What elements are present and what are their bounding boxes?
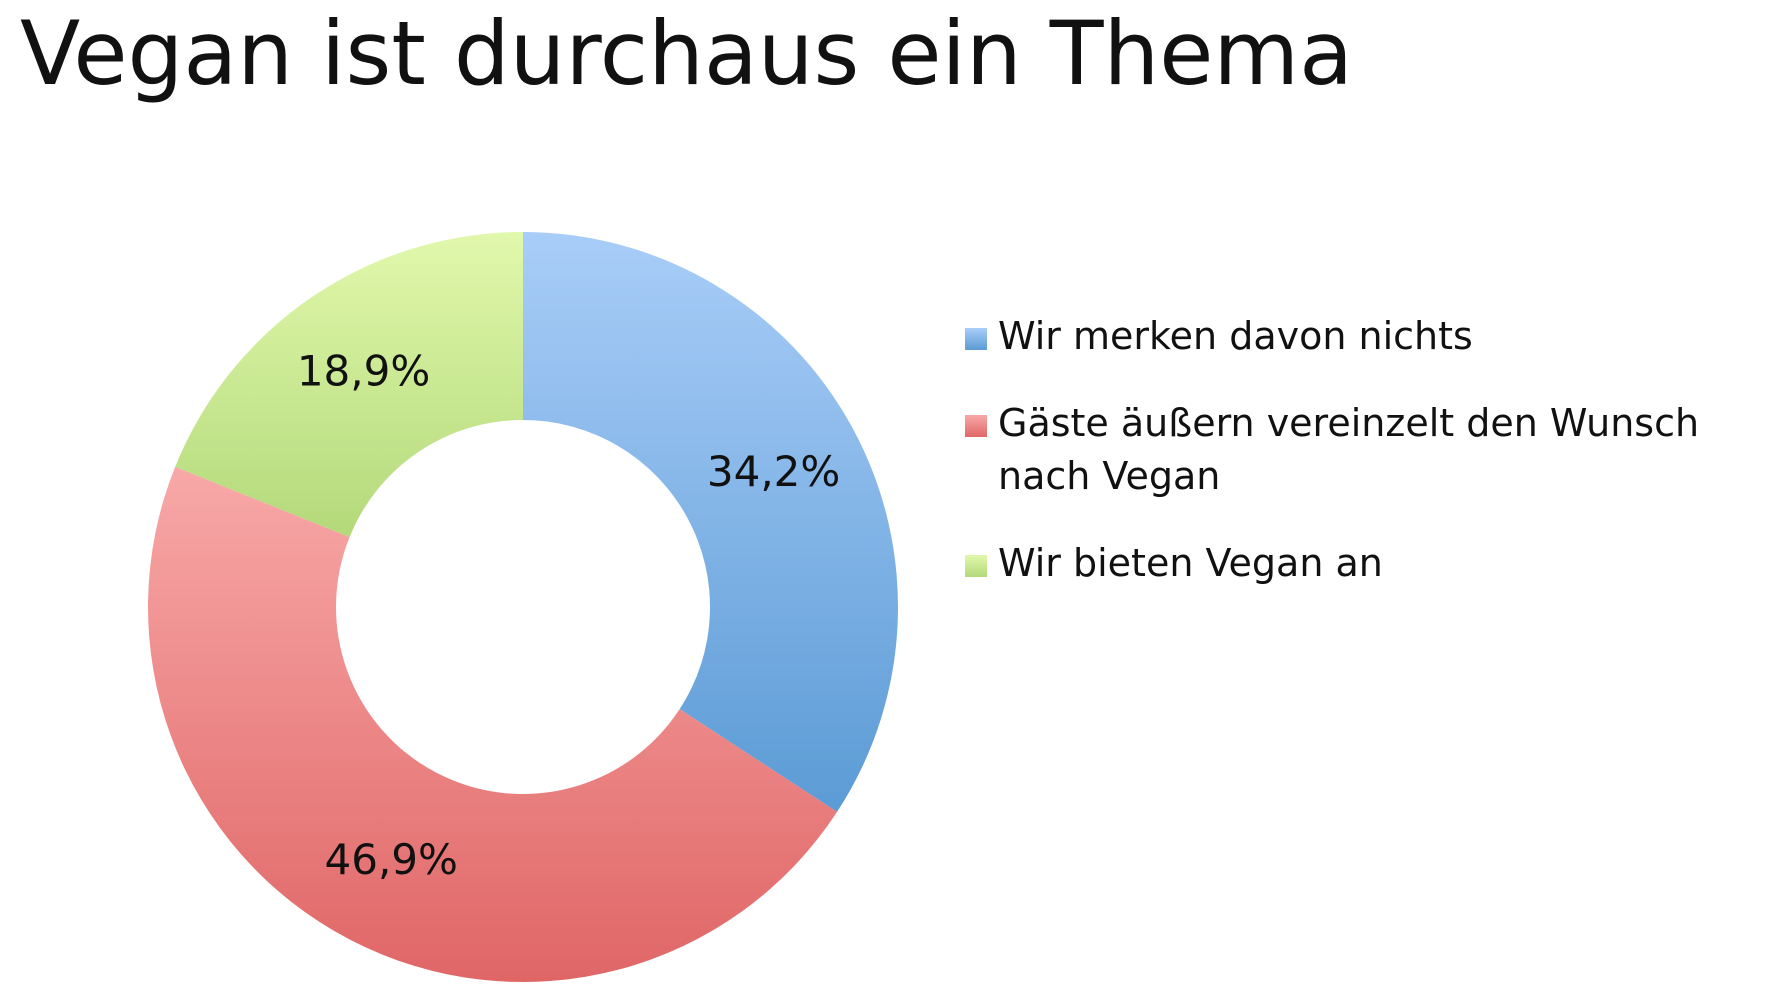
legend-label: Wir merken davon nichts: [998, 314, 1473, 358]
legend-swatch-green: [965, 555, 987, 577]
legend: Wir merken davon nichts Gäste äußern ver…: [965, 310, 1775, 624]
data-label-gaeste-aeussern-wunsch: 46,9%: [325, 835, 458, 884]
donut-slice-gaeste-aeussern-wunsch: [148, 466, 838, 982]
donut-slice-wir-merken-davon-nichts: [523, 232, 898, 812]
legend-item-wir-merken-davon-nichts: Wir merken davon nichts: [965, 310, 1775, 363]
legend-item-wir-bieten-vegan-an: Wir bieten Vegan an: [965, 537, 1775, 590]
legend-swatch-red: [965, 415, 987, 437]
legend-swatch-blue: [965, 328, 987, 350]
legend-item-gaeste-aeussern-wunsch: Gäste äußern vereinzelt den Wunsch nach …: [965, 397, 1775, 503]
legend-label: Wir bieten Vegan an: [998, 541, 1383, 585]
data-label-wir-merken-davon-nichts: 34,2%: [707, 447, 840, 496]
chart-title: Vegan ist durchaus ein Thema: [20, 2, 1354, 105]
legend-label: Gäste äußern vereinzelt den Wunsch nach …: [998, 401, 1700, 498]
donut-slice-wir-bieten-vegan-an: [175, 232, 523, 538]
data-label-wir-bieten-vegan-an: 18,9%: [297, 346, 430, 395]
